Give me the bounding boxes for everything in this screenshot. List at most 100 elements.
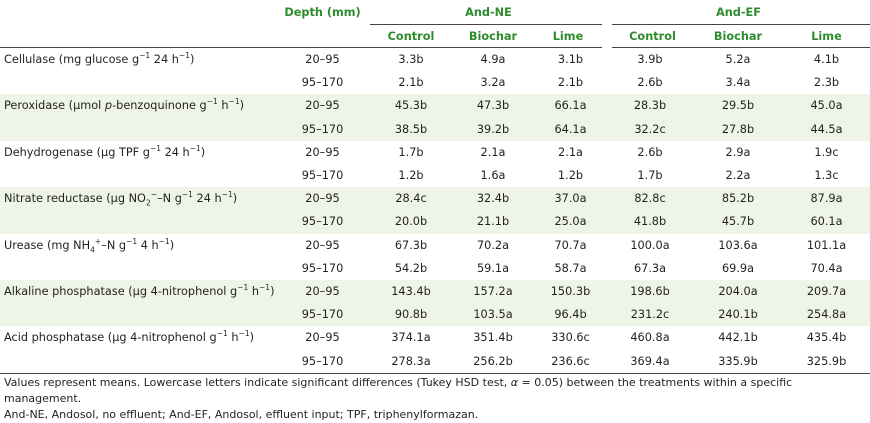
value-cell: 103.5a [452, 303, 534, 327]
value-cell: 204.0a [693, 279, 783, 304]
value-cell: 460.8a [630, 331, 670, 345]
value-cell: 85.2b [693, 187, 783, 211]
text-fragment: h [248, 284, 260, 298]
value-cell: 435.4b [806, 331, 847, 345]
value-cell: 25.0a [534, 210, 607, 234]
value-cell: 70.2a [476, 238, 510, 252]
text-fragment: Acid phosphatase (µg 4-nitrophenol g [4, 331, 217, 345]
value-cell: 90.8b [370, 303, 452, 327]
text-fragment: Values represent means. Lowercase letter… [4, 376, 511, 389]
value-cell: 369.4a [607, 349, 693, 374]
depth-cell: 95–170 [275, 303, 370, 327]
text-fragment: Cellulase (mg glucose g [4, 53, 140, 67]
enzyme-label: Alkaline phosphatase (µg 4-nitrophenol g… [0, 279, 275, 304]
value-cell: 330.6c [551, 331, 590, 345]
value-cell: 1.6a [480, 169, 506, 183]
enzyme-label: Peroxidase (µmol p-benzoquinone g−1 h−1) [0, 94, 275, 118]
table-row: 95–170 38.5b 39.2b 64.1a 32.2c 27.8b 44.5a [0, 117, 870, 141]
value-cell: 44.5a [783, 117, 870, 141]
text-fragment: h [227, 331, 239, 345]
depth-header: Depth (mm) [284, 5, 361, 19]
enzyme-activity-table: Depth (mm) And-NE And-EF Control Biochar… [0, 5, 870, 374]
value-cell: 2.6b [637, 145, 663, 159]
sub-header-control: Control [370, 24, 452, 48]
text-fragment: −1 [228, 97, 240, 107]
value-cell: 231.2c [607, 303, 693, 327]
value-cell: 28.4c [370, 187, 452, 211]
depth-cell: 20–95 [275, 47, 370, 72]
depth-cell: 95–170 [301, 169, 344, 183]
value-cell: 70.7a [554, 238, 587, 252]
enzyme-label: Urease (mg NH4+–N g−1 4 h−1) [0, 234, 275, 257]
value-cell: 28.3b [607, 94, 693, 118]
value-cell: 37.0a [534, 187, 607, 211]
value-cell: 60.1a [783, 210, 870, 234]
table-row: Dehydrogenase (µg TPF g−1 24 h−1) 20–95 1.… [0, 141, 870, 164]
enzyme-label: Dehydrogenase (µg TPF g−1 24 h−1) [0, 141, 275, 164]
value-cell: 103.6a [718, 238, 758, 252]
text-fragment: ) [200, 145, 206, 159]
value-cell: 41.8b [607, 210, 693, 234]
depth-cell: 20–95 [275, 279, 370, 304]
enzyme-label: Nitrate reductase (µg NO2−–N g−1 24 h−1) [0, 187, 275, 211]
text-fragment: −1 [181, 190, 193, 200]
sub-header-lime: Lime [534, 24, 612, 48]
value-cell: 2.1a [480, 145, 506, 159]
and-ef-header: And-EF [716, 5, 761, 19]
value-cell: 69.9a [721, 261, 755, 275]
enzyme-label: Acid phosphatase (µg 4-nitrophenol g−1 h… [0, 326, 275, 349]
value-cell: 2.2a [725, 169, 751, 183]
text-fragment: 4 h [137, 238, 159, 252]
text-fragment: ) [249, 331, 255, 345]
text-fragment: Dehydrogenase (µg TPF g [4, 145, 150, 159]
value-cell: 27.8b [693, 117, 783, 141]
value-cell: 1.2b [557, 169, 584, 183]
text-fragment: −1 [126, 236, 138, 246]
depth-cell: 20–95 [305, 145, 340, 159]
text-fragment: −1 [158, 236, 170, 246]
text-fragment: 24 h [161, 145, 190, 159]
value-cell: 101.1a [806, 238, 847, 252]
text-fragment: −1 [139, 51, 151, 61]
blank-sub [0, 25, 275, 48]
sub-header-lime: Lime [783, 24, 870, 48]
value-cell: 198.6b [607, 279, 693, 304]
value-cell: 236.6c [534, 349, 607, 374]
value-cell: 87.9a [783, 187, 870, 211]
text-fragment: h [217, 99, 229, 113]
text-fragment: −1 [237, 283, 249, 293]
text-fragment: Nitrate reductase (µg NO [4, 192, 146, 206]
value-cell: 442.1b [718, 331, 758, 345]
footnote: Values represent means. Lowercase letter… [4, 375, 866, 423]
enzyme-label [0, 257, 275, 280]
enzyme-label [0, 117, 275, 141]
value-cell: 150.3b [534, 279, 607, 304]
text-fragment: −1 [149, 144, 161, 154]
text-fragment: 24 h [192, 192, 222, 206]
value-cell: 70.4a [810, 261, 843, 275]
table-row: Urease (mg NH4+–N g−1 4 h−1) 20–95 67.3b 70… [0, 234, 870, 257]
text-fragment: And-NE, Andosol, no effluent; And-EF, An… [4, 408, 479, 421]
sub-header-control: Control [607, 24, 693, 48]
value-cell: 3.4a [725, 76, 751, 90]
table-body: Cellulase (mg glucose g−1 24 h−1) 20–95 3.… [0, 47, 870, 374]
depth-cell: 95–170 [275, 349, 370, 374]
value-cell: 45.3b [370, 94, 452, 118]
depth-cell: 95–170 [275, 117, 370, 141]
sub-header-biochar: Biochar [452, 24, 534, 48]
value-cell: 1.7b [637, 169, 663, 183]
text-fragment: −1 [178, 51, 190, 61]
value-cell: 29.5b [693, 94, 783, 118]
value-cell: 32.2c [607, 117, 693, 141]
table-row: Cellulase (mg glucose g−1 24 h−1) 20–95 3.… [0, 47, 870, 72]
value-cell: 59.1a [476, 261, 510, 275]
value-cell: 4.9a [452, 47, 534, 72]
value-cell: 2.1a [558, 145, 583, 159]
text-fragment: ) [270, 284, 275, 298]
value-cell: 2.6b [637, 76, 663, 90]
enzyme-label [0, 349, 275, 374]
text-fragment: Alkaline phosphatase (µg 4-nitrophenol g [4, 284, 238, 298]
value-cell: 45.0a [783, 94, 870, 118]
depth-cell: 95–170 [275, 210, 370, 234]
value-cell: 64.1a [534, 117, 607, 141]
